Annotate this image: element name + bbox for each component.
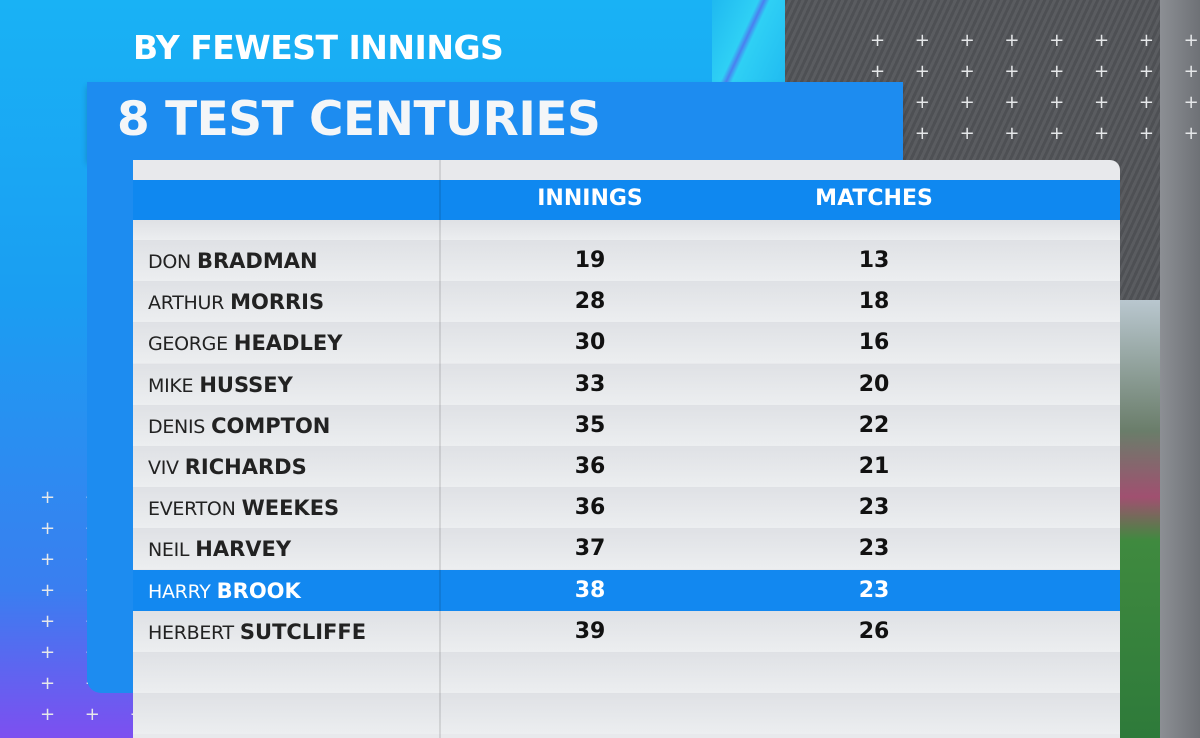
matches-value: 13 — [858, 248, 890, 273]
header-matches: MATCHES — [815, 186, 933, 211]
matches-value: 26 — [858, 618, 890, 644]
player-first-name: HARRY — [148, 580, 211, 603]
player-first-name: MIKE — [148, 374, 194, 397]
matches-value: 16 — [858, 330, 890, 356]
player-name: DON BRADMAN — [148, 249, 318, 273]
player-last-name: HARVEY — [195, 537, 292, 562]
matches-value: 18 — [858, 289, 890, 315]
innings-value: 19 — [574, 248, 606, 273]
innings-value: 39 — [574, 618, 606, 644]
table-row: HERBERT SUTCLIFFE 39 26 — [133, 610, 1120, 652]
innings-value: 28 — [574, 289, 606, 315]
player-last-name: HEADLEY — [233, 331, 343, 356]
matches-value: 23 — [858, 495, 890, 521]
header-innings: INNINGS — [537, 186, 643, 211]
player-last-name: SUTCLIFFE — [239, 619, 367, 644]
player-name: HARRY BROOK — [148, 579, 301, 603]
empty-row — [133, 693, 1120, 735]
player-first-name: NEIL — [148, 539, 190, 562]
player-first-name: DON — [148, 251, 191, 273]
empty-row — [133, 652, 1120, 693]
innings-value: 35 — [574, 412, 606, 438]
player-last-name: BROOK — [216, 578, 301, 603]
matches-value: 20 — [858, 371, 890, 397]
player-last-name: BRADMAN — [196, 249, 318, 273]
player-name: NEIL HARVEY — [148, 537, 291, 561]
matches-value: 22 — [858, 412, 890, 438]
player-name: MIKE HUSSEY — [148, 373, 293, 397]
player-name: HERBERT SUTCLIFFE — [148, 620, 366, 644]
player-last-name: MORRIS — [230, 290, 325, 315]
background-stripe — [712, 0, 790, 82]
plus-pattern-icon: + + + + + + + + + + + + + + + + + + + + + … — [870, 30, 1200, 144]
player-last-name: RICHARDS — [184, 455, 307, 479]
innings-value: 37 — [574, 536, 606, 562]
innings-value: 36 — [574, 495, 606, 521]
player-first-name: HERBERT — [148, 621, 234, 644]
player-first-name: ARTHUR — [148, 292, 225, 315]
innings-value: 36 — [574, 454, 606, 479]
player-first-name: GEORGE — [148, 333, 228, 356]
graphic-subtitle: BY FEWEST INNINGS — [133, 28, 504, 67]
title-banner: 8 TEST CENTURIES — [87, 82, 903, 160]
table-row: ARTHUR MORRIS 28 18 — [133, 281, 1120, 323]
table-row: MIKE HUSSEY 33 20 — [133, 363, 1120, 405]
player-first-name: VIV — [148, 457, 179, 479]
table-row: DON BRADMAN 19 13 — [133, 240, 1120, 281]
innings-value: 30 — [574, 330, 606, 356]
table-row: HARRY BROOK 38 23 — [133, 569, 1120, 611]
stats-table: INNINGS MATCHES DON BRADMAN 19 13 ARTHUR MO… — [133, 160, 1120, 738]
player-name: ARTHUR MORRIS — [148, 290, 324, 314]
spacer-row — [133, 220, 1120, 240]
table-row: VIV RICHARDS 36 21 — [133, 446, 1120, 487]
table-header: INNINGS MATCHES — [133, 180, 1120, 220]
player-first-name: EVERTON — [148, 498, 236, 521]
graphic-title: 8 TEST CENTURIES — [117, 92, 601, 147]
innings-value: 38 — [574, 577, 606, 603]
background-blur — [1160, 0, 1200, 738]
table-row: EVERTON WEEKES 36 23 — [133, 487, 1120, 529]
table-row: DENIS COMPTON 35 22 — [133, 404, 1120, 446]
player-name: DENIS COMPTON — [148, 414, 330, 438]
player-last-name: COMPTON — [211, 413, 331, 438]
player-name: VIV RICHARDS — [148, 455, 307, 479]
player-last-name: HUSSEY — [199, 372, 293, 397]
matches-value: 23 — [858, 536, 890, 562]
matches-value: 21 — [858, 454, 890, 479]
matches-value: 23 — [858, 577, 890, 603]
stadium-image — [1120, 300, 1160, 738]
player-name: GEORGE HEADLEY — [148, 331, 342, 355]
player-first-name: DENIS — [148, 415, 206, 438]
column-divider — [439, 160, 441, 738]
player-last-name: WEEKES — [241, 496, 340, 521]
innings-value: 33 — [574, 371, 606, 397]
table-row: GEORGE HEADLEY 30 16 — [133, 322, 1120, 364]
table-row: NEIL HARVEY 37 23 — [133, 528, 1120, 570]
player-name: EVERTON WEEKES — [148, 496, 339, 520]
